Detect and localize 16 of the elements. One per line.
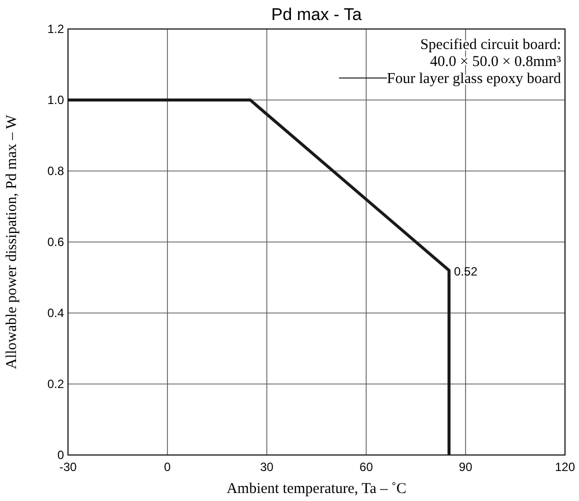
x-axis-title: Ambient temperature, Ta – ˚C xyxy=(226,481,406,497)
x-tick-label: 120 xyxy=(554,460,576,474)
x-tick-label: 30 xyxy=(260,460,274,474)
chart-title: Pd max - Ta xyxy=(271,5,362,24)
y-tick-label: 1.0 xyxy=(47,93,64,107)
y-tick-label: 0.8 xyxy=(47,164,64,178)
x-tick-label: -30 xyxy=(59,460,77,474)
y-axis-title: Allowable power dissipation, Pd max – W xyxy=(4,114,20,370)
x-tick-label: 90 xyxy=(458,460,473,474)
y-tick-label: 1.2 xyxy=(47,22,64,36)
x-tick-label: 60 xyxy=(360,460,374,474)
y-tick-label: 0.6 xyxy=(47,235,64,249)
y-tick-label: 0 xyxy=(57,448,64,462)
y-tick-label: 0.4 xyxy=(47,306,64,320)
y-tick-label: 0.2 xyxy=(47,377,64,391)
x-tick-label: 0 xyxy=(164,460,172,474)
